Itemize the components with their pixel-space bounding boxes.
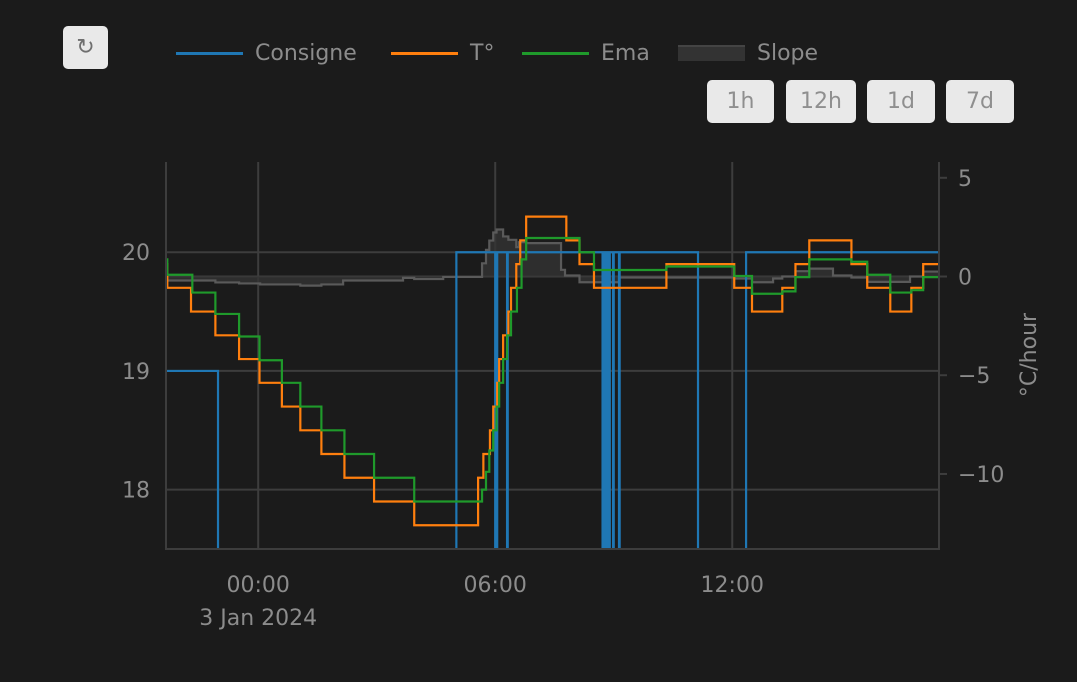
legend-swatch xyxy=(176,51,243,55)
series-line-consigne xyxy=(166,251,939,549)
legend-swatch xyxy=(391,51,458,55)
y2-tick-label: −10 xyxy=(958,463,1004,488)
refresh-icon: ↻ xyxy=(76,35,95,60)
refresh-button[interactable]: ↻ xyxy=(63,26,108,69)
legend-swatch xyxy=(522,51,589,55)
y2-tick-label: 0 xyxy=(958,266,972,291)
y2-tick-label: −5 xyxy=(958,364,990,389)
x-tick-label: 00:00 xyxy=(226,573,289,598)
legend-item-consigne[interactable]: Consigne xyxy=(176,36,357,70)
y-tick-label: 19 xyxy=(122,360,150,385)
legend-item-temperature[interactable]: T° xyxy=(391,36,494,70)
legend-label: Ema xyxy=(601,40,650,66)
legend-item-slope[interactable]: Slope xyxy=(678,36,818,70)
series-line-t xyxy=(166,215,939,527)
legend-label: T° xyxy=(470,40,495,66)
range-1h-button[interactable]: 1h xyxy=(707,80,774,123)
plot-frame xyxy=(165,162,940,550)
y-tick-label: 18 xyxy=(122,479,150,504)
x-tick-date: 3 Jan 2024 xyxy=(199,606,317,631)
legend-label: Slope xyxy=(757,40,819,66)
x-tick-label: 06:00 xyxy=(464,573,527,598)
legend-label: Consigne xyxy=(255,40,357,66)
y-tick-label: 20 xyxy=(122,241,150,266)
legend-item-ema[interactable]: Ema xyxy=(522,36,650,70)
range-12h-button[interactable]: 12h xyxy=(786,80,856,123)
range-1d-button[interactable]: 1d xyxy=(867,80,935,123)
legend-swatch xyxy=(678,45,745,61)
y2-tick-label: 5 xyxy=(958,167,972,192)
range-7d-button[interactable]: 7d xyxy=(946,80,1014,123)
y2-axis-title: °C/hour xyxy=(1017,312,1042,397)
x-tick-label: 12:00 xyxy=(701,573,764,598)
series-slope-fill xyxy=(166,229,939,286)
series-line-ema xyxy=(166,236,939,503)
